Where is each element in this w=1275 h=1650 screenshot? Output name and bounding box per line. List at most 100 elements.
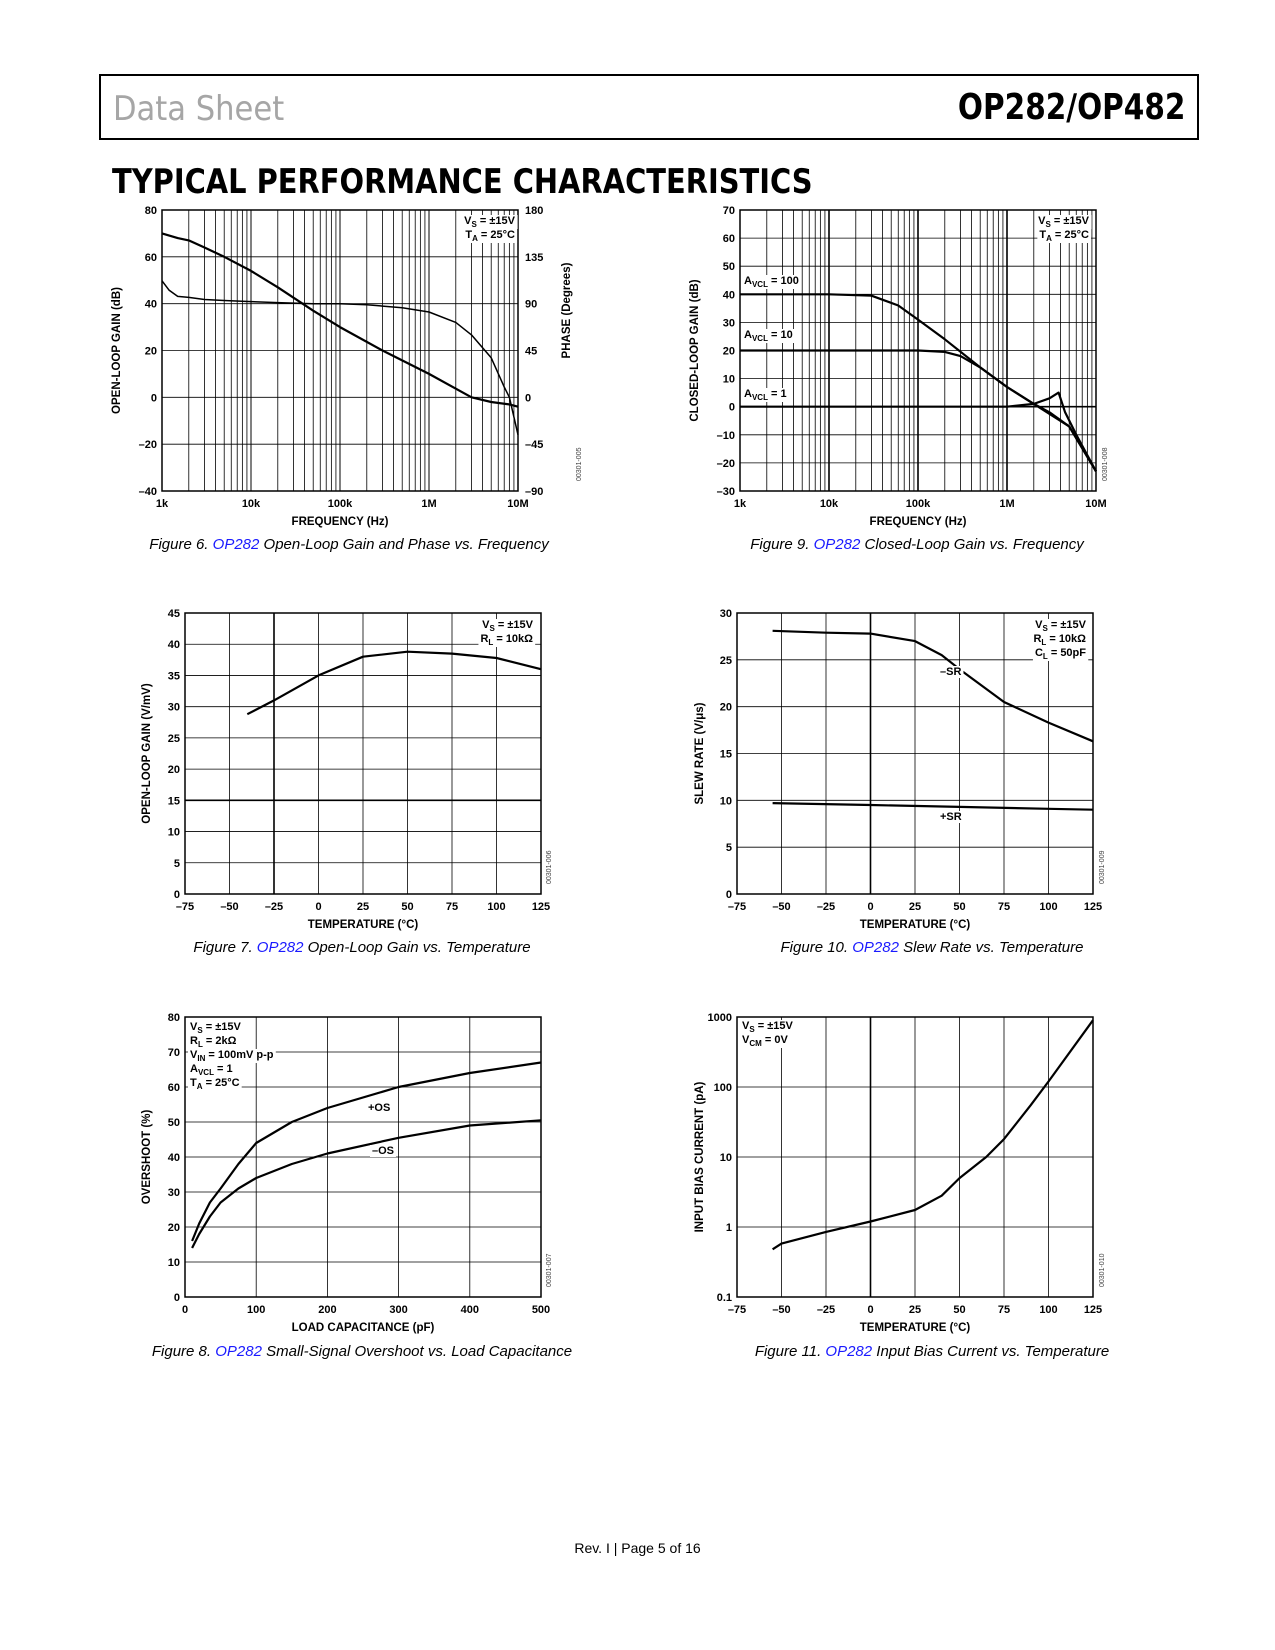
- fig10-xtick-label: 0: [867, 901, 873, 913]
- caption-fig9-text: Closed-Loop Gain vs. Frequency: [860, 536, 1084, 553]
- fig10-xaxis-title: TEMPERATURE (°C): [860, 919, 971, 931]
- fig7-xtick-label: –75: [176, 901, 194, 913]
- fig8-yaxis-title: OVERSHOOT (%): [141, 1110, 153, 1205]
- caption-fig9: Figure 9. OP282 Closed-Loop Gain vs. Fre…: [717, 536, 1117, 553]
- fig7-ytick-label: 5: [174, 858, 180, 870]
- fig9-series-label: AVCL = 1: [744, 388, 787, 402]
- caption-fig7-link[interactable]: OP282: [256, 939, 304, 956]
- fig10-xtick-label: 25: [909, 901, 921, 913]
- fig6-annotation: TA = 25°C: [465, 229, 515, 243]
- fig9-ytick-label: 20: [723, 346, 735, 358]
- fig8-series-label-bg: [366, 1102, 393, 1114]
- fig9-annotation-bg: [1036, 215, 1092, 229]
- caption-fig6-link[interactable]: OP282: [212, 536, 260, 553]
- fig7-ytick-label: 40: [168, 639, 180, 651]
- fig10-annotation: CL = 50pF: [1035, 647, 1086, 661]
- fig10-annotation: RL = 10kΩ: [1033, 633, 1086, 647]
- fig6-annotation-bg: [463, 229, 518, 243]
- fig7-xtick-label: 25: [357, 901, 369, 913]
- fig7-figure-code: 00301-006: [546, 850, 553, 884]
- fig11-ytick-label: 0.1: [717, 1292, 732, 1304]
- chart-fig10: –75 –50 –25 0 25 50 75 100 125 0 5 10 15 20 25 30 TEMPER…: [694, 608, 1106, 931]
- fig6-xtick-label: 10k: [242, 498, 261, 510]
- fig6-xtick-label: 10M: [507, 498, 528, 510]
- fig8-xtick-label: 400: [461, 1304, 479, 1316]
- caption-fig6: Figure 6. OP282 Open-Loop Gain and Phase…: [149, 536, 549, 553]
- fig11-xtick-label: –75: [728, 1304, 746, 1316]
- caption-fig10: Figure 10. OP282 Slew Rate vs. Temperatu…: [732, 939, 1132, 956]
- fig7-xtick-label: 0: [315, 901, 321, 913]
- caption-fig8-link[interactable]: OP282: [215, 1343, 262, 1360]
- fig9-ytick-label: 70: [723, 205, 735, 217]
- fig8-annotation: VIN = 100mV p-p: [190, 1049, 274, 1063]
- fig10-series-1-line: [772, 802, 1094, 811]
- fig10-annotation-bg: [1032, 647, 1089, 661]
- fig9-ytick-label: –20: [717, 458, 735, 470]
- chart-fig7: –75 –50 –25 0 25 50 75 100 125 0 5 10 15 20 25 30 35 40 45…: [141, 608, 553, 931]
- caption-fig10-link[interactable]: OP282: [852, 939, 899, 956]
- fig8-xtick-label: 200: [318, 1304, 336, 1316]
- caption-fig7-text: Open-Loop Gain vs. Temperature: [303, 939, 531, 956]
- fig8-annotation-bg: [188, 1063, 235, 1077]
- fig11-plot-frame: [736, 1016, 1094, 1298]
- fig8-ytick-label: 80: [168, 1012, 180, 1024]
- caption-fig11: Figure 11. OP282 Input Bias Current vs. …: [717, 1343, 1147, 1360]
- fig7-xtick-label: 125: [532, 901, 550, 913]
- caption-fig11-link[interactable]: OP282: [825, 1343, 873, 1360]
- fig10-xtick-label: 125: [1084, 901, 1102, 913]
- fig9-yaxis-title: CLOSED-LOOP GAIN (dB): [689, 279, 701, 421]
- fig10-ytick-label: 30: [720, 608, 732, 620]
- fig10-figure-code: 00301-009: [1099, 850, 1106, 884]
- fig7-series-0-line: [246, 650, 542, 716]
- page-header: Data Sheet OP282/OP482: [99, 74, 1199, 140]
- fig10-ytick-label: 20: [720, 702, 732, 714]
- fig6-series-gain-line: [161, 232, 519, 408]
- fig6-plot-frame: [161, 209, 519, 492]
- fig11-ytick-label: 1: [726, 1222, 732, 1234]
- fig11-xtick-label: 100: [1039, 1304, 1057, 1316]
- fig6-figure-code: 00301-005: [576, 447, 583, 481]
- fig11-xtick-label: 25: [909, 1304, 921, 1316]
- fig11-ytick-label: 10: [720, 1152, 732, 1164]
- fig11-xtick-label: 50: [953, 1304, 965, 1316]
- fig11-ytick-label: 100: [714, 1082, 732, 1094]
- caption-fig7-prefix: Figure 7.: [193, 939, 257, 956]
- caption-fig10-text: Slew Rate vs. Temperature: [898, 939, 1084, 956]
- fig10-ytick-label: 25: [720, 655, 732, 667]
- fig9-series-label-bg: [742, 388, 789, 402]
- fig11-xtick-label: 125: [1084, 1304, 1102, 1316]
- caption-fig9-link[interactable]: OP282: [813, 536, 861, 553]
- fig8-xaxis-title: LOAD CAPACITANCE (pF): [292, 1322, 435, 1334]
- caption-fig9-prefix: Figure 9.: [750, 536, 814, 553]
- fig7-xtick-label: 100: [487, 901, 505, 913]
- caption-fig11-text: Input Bias Current vs. Temperature: [872, 1343, 1110, 1360]
- fig10-series-0-line: [772, 629, 1094, 743]
- fig10-xtick-label: –75: [728, 901, 746, 913]
- fig8-series-label: –OS: [372, 1145, 394, 1157]
- fig11-annotation-bg: [740, 1020, 796, 1034]
- fig9-ytick-label: 30: [723, 317, 735, 329]
- fig7-ytick-label: 30: [168, 702, 180, 714]
- fig11-xaxis-title: TEMPERATURE (°C): [860, 1322, 971, 1334]
- fig6-ytick-label: –20: [139, 439, 157, 451]
- fig8-ytick-label: 60: [168, 1082, 180, 1094]
- fig8-ytick-label: 70: [168, 1047, 180, 1059]
- fig9-annotation-bg: [1037, 229, 1092, 243]
- page-footer: Rev. I | Page 5 of 16: [574, 1540, 701, 1556]
- fig11-series-0-line: [772, 1019, 1094, 1251]
- fig7-plot-frame: [184, 612, 542, 895]
- fig6-ytick-label: –40: [139, 486, 157, 498]
- fig9-ytick-label: –30: [717, 486, 735, 498]
- fig8-xtick-label: 100: [247, 1304, 265, 1316]
- fig9-xtick-label: 1M: [999, 498, 1014, 510]
- fig8-series-1-line: [191, 1119, 542, 1249]
- fig10-series-label: +SR: [940, 811, 962, 823]
- fig7-xtick-label: 50: [401, 901, 413, 913]
- fig9-series-label-bg: [742, 329, 795, 343]
- fig10-annotation-bg: [1033, 619, 1089, 633]
- fig7-annotation-bg: [478, 633, 536, 647]
- fig9-series-2-line: [740, 391, 1097, 472]
- fig6-y2tick-label: 180: [525, 205, 543, 217]
- fig9-annotation: VS = ±15V: [1038, 215, 1089, 229]
- fig8-annotation-bg: [188, 1021, 244, 1035]
